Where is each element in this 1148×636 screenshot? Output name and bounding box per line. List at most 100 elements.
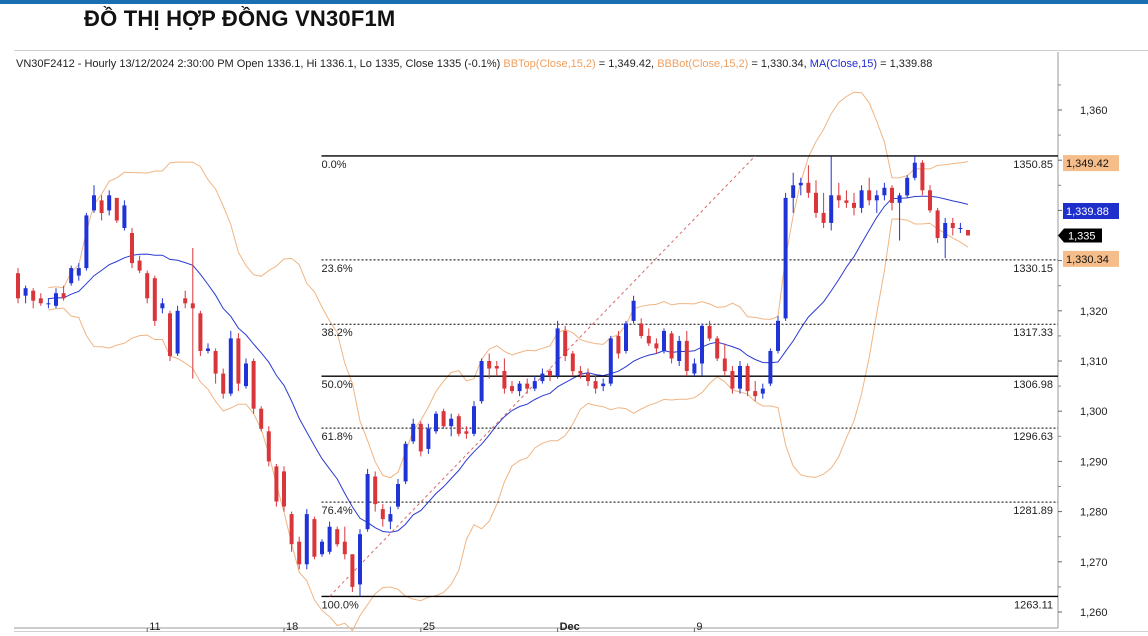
fib-percent-label: 61.8% xyxy=(322,431,353,443)
bollinger-bands xyxy=(48,91,969,632)
candle-up xyxy=(46,303,51,305)
candle-down xyxy=(510,386,514,392)
candle-up xyxy=(517,383,522,392)
candle-up xyxy=(555,328,560,377)
candle-down xyxy=(61,293,66,299)
candle-up xyxy=(411,423,416,442)
candle-up xyxy=(472,406,476,434)
fib-percent-label: 76.4% xyxy=(322,505,353,517)
y-tick-label: 1,280 xyxy=(1080,507,1108,519)
fib-price-label: 1281.89 xyxy=(1013,505,1053,517)
candle-down xyxy=(464,431,469,434)
candle-down xyxy=(586,373,590,382)
candle-down xyxy=(380,509,385,520)
candle-up xyxy=(54,293,58,306)
candle-up xyxy=(700,325,704,364)
candle-down xyxy=(654,343,659,349)
candle-down xyxy=(814,192,818,213)
candle-up xyxy=(798,182,803,186)
ma-line xyxy=(48,195,969,533)
candle-down xyxy=(707,325,712,339)
candle-down xyxy=(867,190,872,201)
candle-down xyxy=(844,200,849,203)
x-tick-label: 11 xyxy=(149,621,160,633)
candle-up xyxy=(69,268,74,284)
candle-down xyxy=(730,371,735,389)
candle-up xyxy=(327,526,332,552)
ma-price-label: 1,339.88 xyxy=(1066,206,1109,218)
candle-up xyxy=(403,443,408,482)
candle-down xyxy=(31,290,36,301)
candle-up xyxy=(677,340,682,361)
fib-percent-label: 100.0% xyxy=(322,599,360,611)
candle-down xyxy=(130,233,134,264)
fib-price-label: 1296.63 xyxy=(1013,431,1053,443)
candle-up xyxy=(23,288,28,296)
candle-up xyxy=(738,366,742,389)
x-tick-label: 25 xyxy=(423,621,435,633)
candle-down xyxy=(168,313,172,356)
fib-percent-label: 38.2% xyxy=(322,327,353,339)
candle-down xyxy=(373,476,378,505)
candle-down xyxy=(570,353,575,372)
candle-down xyxy=(335,529,340,545)
candle-up xyxy=(434,413,438,432)
candle-up xyxy=(776,320,780,351)
candle-down xyxy=(289,514,294,545)
candle-down xyxy=(259,408,264,429)
candle-up xyxy=(84,215,89,269)
candle-up xyxy=(320,541,324,555)
candle-up xyxy=(859,190,864,208)
candle-up xyxy=(791,185,796,198)
candle-down xyxy=(920,162,925,191)
candle-up xyxy=(388,514,393,522)
bb-bottom-line xyxy=(48,218,969,632)
y-tick-label: 1,320 xyxy=(1080,306,1108,318)
ma-value: = 1,339.88 xyxy=(877,58,933,70)
fib-price-label: 1263.11 xyxy=(1014,599,1053,611)
candle-up xyxy=(228,338,233,394)
candle-up xyxy=(631,300,636,321)
candle-up xyxy=(160,303,165,309)
close-price-label-box xyxy=(1058,228,1102,243)
fib-price-label: 1330.15 xyxy=(1013,263,1053,275)
y-tick-label: 1,310 xyxy=(1080,356,1108,368)
candle-down xyxy=(563,330,568,356)
candle-down xyxy=(966,230,970,236)
y-tick-label: 1,300 xyxy=(1080,406,1108,418)
y-tick-label: 1,260 xyxy=(1080,607,1108,619)
candle-up xyxy=(365,474,370,530)
bbtop-label: BBTop(Close,15,2) xyxy=(503,58,596,70)
candle-down xyxy=(852,202,856,208)
candle-up xyxy=(396,484,400,507)
chart-frame-top xyxy=(14,50,1148,51)
candle-down xyxy=(890,187,894,203)
chart-info-bar: VN30F2412 - Hourly 13/12/2024 2:30:00 PM… xyxy=(16,58,932,70)
candle-up xyxy=(958,228,963,229)
bbtop-value: = 1,349.42, xyxy=(595,58,655,70)
candle-down xyxy=(16,273,20,299)
candle-up xyxy=(760,388,765,394)
candle-down xyxy=(183,298,188,304)
candle-down xyxy=(494,366,499,369)
candle-down xyxy=(548,371,552,376)
fib-percent-label: 50.0% xyxy=(322,379,353,391)
top-accent-bar xyxy=(0,0,1148,4)
fib-percent-label: 0.0% xyxy=(322,159,347,171)
candle-down xyxy=(821,212,826,223)
candle-down xyxy=(928,190,932,211)
candle-down xyxy=(274,466,279,502)
candle-down xyxy=(418,423,423,452)
candle-up xyxy=(662,330,666,351)
candle-up xyxy=(829,195,834,223)
candle-down xyxy=(137,260,142,271)
candle-down xyxy=(190,303,195,309)
y-tick-label: 1,290 xyxy=(1080,456,1108,468)
candle-down xyxy=(593,381,598,389)
candle-up xyxy=(943,223,948,239)
candle-down xyxy=(266,431,271,462)
fib-percent-label: 23.6% xyxy=(322,263,353,275)
candle-down xyxy=(456,416,461,434)
fib-price-label: 1306.98 xyxy=(1013,379,1053,391)
